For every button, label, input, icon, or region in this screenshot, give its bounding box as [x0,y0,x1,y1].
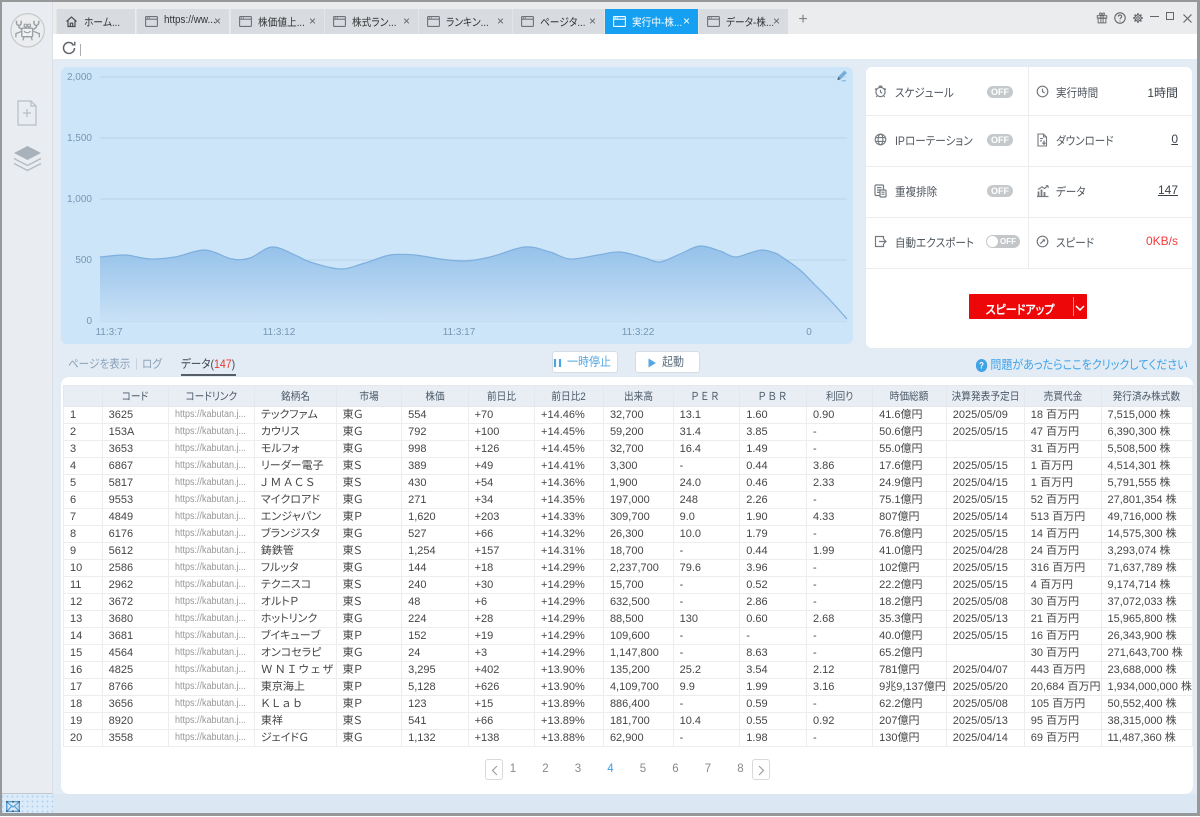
svg-text:1,000: 1,000 [67,194,92,205]
svg-text:2,000: 2,000 [67,72,92,83]
svg-text:500: 500 [75,255,92,266]
svg-text:?: ? [980,360,985,371]
svg-text:11:3:12: 11:3:12 [263,327,296,338]
svg-text:0: 0 [86,316,92,327]
svg-text:11:3:7: 11:3:7 [95,327,122,338]
svg-text:11:3:22: 11:3:22 [622,327,655,338]
svg-text:11:3:17: 11:3:17 [443,327,476,338]
svg-text:0: 0 [806,327,812,338]
svg-text:1,500: 1,500 [67,133,92,144]
